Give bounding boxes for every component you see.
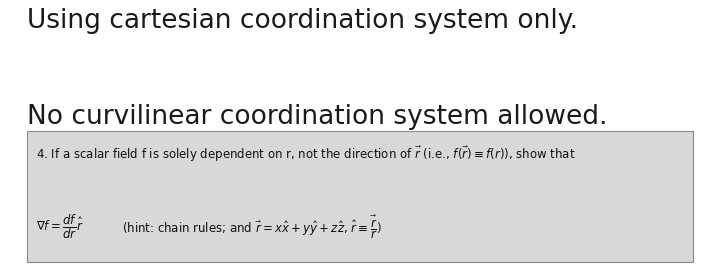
- Text: 4. If a scalar field f is solely dependent on r, not the direction of $\vec{r}$ : 4. If a scalar field f is solely depende…: [36, 145, 575, 164]
- Text: (hint: chain rules; and $\vec{r} = x\hat{x} + y\hat{y} + z\hat{z}$, $\hat{r} \eq: (hint: chain rules; and $\vec{r} = x\hat…: [122, 213, 382, 241]
- Text: No curvilinear coordination system allowed.: No curvilinear coordination system allow…: [27, 104, 608, 130]
- Text: $\nabla f = \dfrac{df}{dr}\hat{r}$: $\nabla f = \dfrac{df}{dr}\hat{r}$: [36, 213, 84, 241]
- FancyBboxPatch shape: [27, 131, 693, 262]
- Text: Using cartesian coordination system only.: Using cartesian coordination system only…: [27, 8, 578, 34]
